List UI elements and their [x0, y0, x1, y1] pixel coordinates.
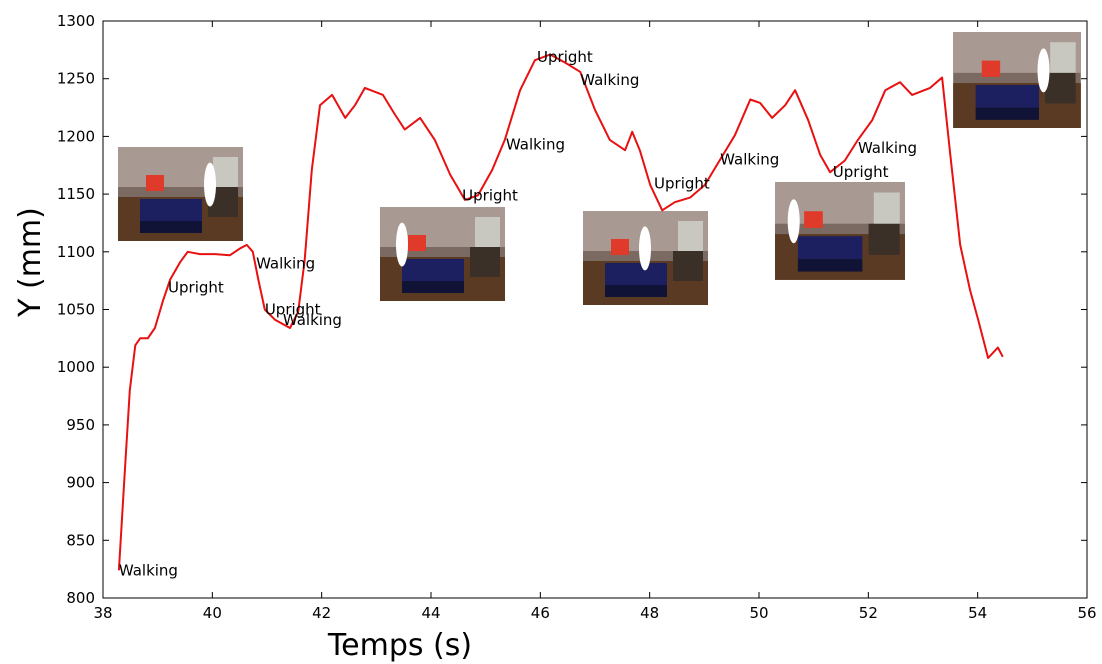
annotation: Walking [580, 71, 639, 89]
silhouette [639, 226, 651, 271]
silhouette [204, 162, 216, 207]
annotation: Upright [833, 163, 889, 181]
annotation: Walking [119, 561, 178, 579]
y-axis-label: Y (mm) [13, 207, 48, 318]
x-tick-label: 54 [968, 604, 987, 622]
x-tick-label: 56 [1077, 604, 1096, 622]
thumbnail [118, 147, 243, 241]
y-tick-label: 900 [66, 474, 95, 492]
annotation: Walking [858, 139, 917, 157]
x-tick-label: 42 [312, 604, 331, 622]
annotation: Walking [256, 254, 315, 272]
silhouette [787, 199, 800, 244]
silhouette [396, 222, 408, 267]
y-tick-label: 1000 [57, 358, 95, 376]
y-tick-label: 1250 [57, 70, 95, 88]
x-tick-label: 38 [93, 604, 112, 622]
y-tick-label: 1100 [57, 243, 95, 261]
annotation: Upright [168, 279, 224, 297]
thumbnail [953, 32, 1081, 128]
y-tick-label: 1200 [57, 127, 95, 145]
annotation: Walking [720, 150, 779, 168]
annotation: Upright [462, 186, 518, 204]
x-tick-label: 50 [749, 604, 768, 622]
x-axis-label: Temps (s) [327, 628, 472, 663]
y-tick-label: 800 [66, 589, 95, 607]
x-tick-label: 40 [203, 604, 222, 622]
y-tick-label: 850 [66, 531, 95, 549]
x-tick-label: 46 [531, 604, 550, 622]
y-tick-label: 1300 [57, 12, 95, 30]
annotation: Upright [654, 175, 710, 193]
annotation: Walking [506, 135, 565, 153]
silhouette [1037, 48, 1050, 93]
annotation: Walking [283, 311, 342, 329]
x-tick-label: 48 [640, 604, 659, 622]
y-tick-label: 950 [66, 416, 95, 434]
x-tick-label: 52 [859, 604, 878, 622]
y-tick-label: 1150 [57, 185, 95, 203]
y-tick-label: 1050 [57, 301, 95, 319]
x-tick-label: 44 [421, 604, 440, 622]
data-line [117, 53, 1004, 571]
annotation: Upright [537, 48, 593, 66]
annotation: Upright [265, 301, 321, 319]
